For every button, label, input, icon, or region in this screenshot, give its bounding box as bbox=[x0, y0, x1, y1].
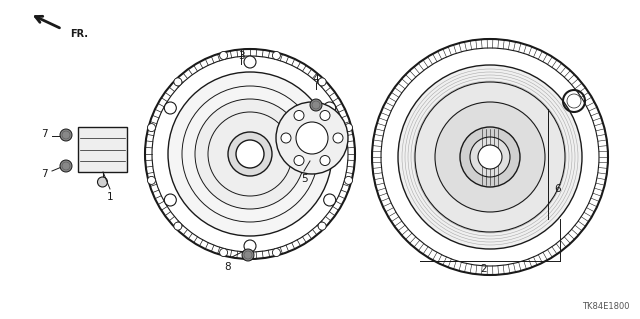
Circle shape bbox=[470, 137, 510, 177]
Circle shape bbox=[324, 102, 335, 114]
Circle shape bbox=[236, 140, 264, 168]
Text: 8: 8 bbox=[225, 262, 231, 272]
Circle shape bbox=[228, 132, 272, 176]
Circle shape bbox=[220, 51, 228, 59]
Bar bbox=[78, 127, 127, 172]
Circle shape bbox=[244, 56, 256, 68]
Circle shape bbox=[60, 129, 72, 141]
Circle shape bbox=[273, 249, 280, 256]
Circle shape bbox=[147, 176, 156, 184]
Circle shape bbox=[273, 51, 280, 59]
Circle shape bbox=[324, 194, 335, 206]
Circle shape bbox=[320, 110, 330, 121]
Circle shape bbox=[242, 249, 254, 261]
Circle shape bbox=[174, 222, 182, 230]
Circle shape bbox=[344, 176, 353, 184]
Circle shape bbox=[294, 156, 304, 166]
Circle shape bbox=[320, 156, 330, 166]
Circle shape bbox=[310, 99, 322, 111]
Text: 1: 1 bbox=[107, 192, 113, 202]
Text: 2: 2 bbox=[481, 264, 487, 274]
Text: 4: 4 bbox=[313, 74, 319, 84]
Circle shape bbox=[398, 65, 582, 249]
Circle shape bbox=[164, 194, 177, 206]
Circle shape bbox=[174, 78, 182, 86]
Text: 5: 5 bbox=[301, 174, 307, 184]
Circle shape bbox=[372, 39, 608, 275]
Circle shape bbox=[415, 82, 565, 232]
Circle shape bbox=[460, 127, 520, 187]
Circle shape bbox=[333, 133, 343, 143]
Circle shape bbox=[294, 110, 304, 121]
Circle shape bbox=[60, 160, 72, 172]
Text: TK84E1800: TK84E1800 bbox=[582, 302, 630, 311]
Circle shape bbox=[195, 99, 305, 209]
Text: 7: 7 bbox=[41, 169, 47, 179]
Circle shape bbox=[276, 102, 348, 174]
Circle shape bbox=[97, 177, 108, 187]
Circle shape bbox=[281, 133, 291, 143]
Circle shape bbox=[435, 102, 545, 212]
Circle shape bbox=[318, 78, 326, 86]
Circle shape bbox=[164, 102, 177, 114]
Circle shape bbox=[244, 240, 256, 252]
Circle shape bbox=[318, 222, 326, 230]
Text: 7: 7 bbox=[41, 129, 47, 139]
Text: FR.: FR. bbox=[70, 29, 88, 39]
Circle shape bbox=[478, 145, 502, 169]
Circle shape bbox=[168, 72, 332, 236]
Circle shape bbox=[296, 122, 328, 154]
Circle shape bbox=[147, 123, 156, 132]
Circle shape bbox=[220, 249, 228, 256]
Text: 6: 6 bbox=[555, 184, 561, 194]
Circle shape bbox=[344, 123, 353, 132]
Circle shape bbox=[145, 49, 355, 259]
Text: 3: 3 bbox=[237, 51, 244, 61]
